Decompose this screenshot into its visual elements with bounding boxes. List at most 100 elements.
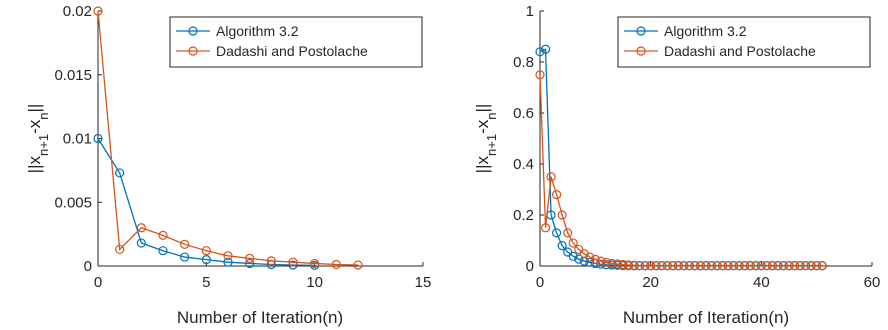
y-tick-label: 0 [84, 258, 92, 275]
x-tick-label: 0 [536, 274, 544, 291]
data-point [634, 260, 645, 271]
data-point [93, 133, 103, 144]
data-point [158, 230, 168, 240]
data-point [673, 260, 683, 271]
data-point [646, 260, 656, 271]
data-point [806, 260, 816, 271]
x-tick-label: 10 [306, 274, 323, 291]
legend-label: Algorithm 3.2 [216, 23, 299, 39]
y-tick-label: 0.005 [54, 194, 92, 211]
data-point [734, 260, 744, 271]
data-point [745, 260, 755, 271]
data-point [612, 259, 623, 269]
series-line-1 [539, 48, 823, 267]
data-point [651, 260, 661, 271]
y-tick-label: 0.4 [513, 156, 534, 173]
data-point [712, 260, 722, 271]
data-point [310, 258, 320, 269]
data-point [767, 260, 778, 271]
y-axis-title-part: ||x [25, 155, 44, 173]
legend: Algorithm 3.2 Dadashi and Postolache [169, 16, 423, 68]
legend-box [169, 16, 423, 68]
y-axis-title-subscript: n [36, 113, 51, 120]
data-point [784, 260, 794, 271]
legend: Algorithm 3.2 Dadashi and Postolache [617, 16, 871, 68]
legend-marker [636, 26, 646, 36]
data-point [596, 259, 606, 269]
y-tick-label: 0.01 [63, 131, 92, 148]
y-tick-label: 0.6 [513, 105, 534, 122]
data-point [574, 254, 584, 264]
data-point [706, 260, 717, 271]
data-point [180, 252, 190, 262]
data-point [568, 238, 578, 248]
data-point [679, 260, 689, 271]
series-line-2 [539, 74, 823, 267]
data-point [535, 70, 545, 80]
y-axis-title-part: || [25, 104, 44, 113]
data-point [557, 241, 567, 251]
data-point [795, 260, 805, 271]
data-point [136, 223, 146, 233]
chart-1: 0 5 10 15 0 0.005 0.01 0.015 0.02 Number of Itera… [25, 3, 431, 327]
legend-box [617, 16, 871, 68]
y-axis-title-part: -x [473, 119, 492, 134]
data-point [773, 260, 783, 271]
data-point [668, 260, 678, 271]
data-point [551, 228, 562, 238]
data-point [551, 190, 562, 200]
data-point [590, 254, 600, 264]
data-point [729, 260, 739, 271]
data-point [115, 168, 125, 178]
data-point [601, 257, 612, 268]
data-point [623, 260, 634, 270]
y-tick-label: 0.2 [513, 207, 534, 224]
data-point [717, 260, 728, 271]
y-tick-label: 0 [526, 258, 534, 275]
legend-label: Dadashi and Postolache [664, 43, 816, 59]
y-tick-label: 1 [526, 3, 534, 20]
legend-marker [636, 46, 646, 56]
data-point [618, 259, 628, 270]
x-tick-label: 40 [753, 274, 770, 291]
data-point [789, 260, 800, 271]
y-axis-title: ||xn+1-xn|| [473, 104, 499, 174]
data-point [353, 260, 363, 270]
data-point [662, 260, 672, 271]
data-point [640, 260, 650, 271]
data-point [607, 258, 617, 269]
y-tick-label: 0.015 [54, 67, 92, 84]
y-axis-title-subscript: n+1 [36, 134, 51, 156]
data-point [690, 260, 700, 271]
data-point [540, 223, 551, 233]
data-point [331, 259, 341, 270]
legend-label: Dadashi and Postolache [216, 43, 368, 59]
x-tick-label: 5 [202, 274, 210, 291]
data-point [223, 257, 233, 267]
data-point [245, 253, 255, 263]
data-point [266, 256, 276, 266]
data-point [201, 246, 211, 256]
data-point [568, 251, 578, 261]
data-point [701, 260, 711, 271]
data-point [778, 260, 789, 271]
data-point [762, 260, 772, 271]
data-point [93, 6, 103, 16]
x-axis-title: Number of Iteration(n) [177, 308, 343, 327]
data-point [817, 260, 827, 271]
legend-marker [188, 46, 198, 56]
y-tick-label: 0.8 [513, 54, 534, 71]
data-point [115, 244, 125, 255]
data-point [751, 260, 761, 271]
data-point [684, 260, 695, 271]
y-axis-title-subscript: n [484, 113, 499, 120]
x-tick-label: 60 [864, 274, 881, 291]
y-tick-label: 0.02 [63, 3, 92, 20]
y-axis-title-subscript: n+1 [484, 134, 499, 156]
data-point [540, 44, 551, 54]
data-point [223, 251, 233, 261]
data-point [563, 228, 573, 238]
data-point [596, 256, 606, 266]
x-tick-label: 20 [642, 274, 659, 291]
